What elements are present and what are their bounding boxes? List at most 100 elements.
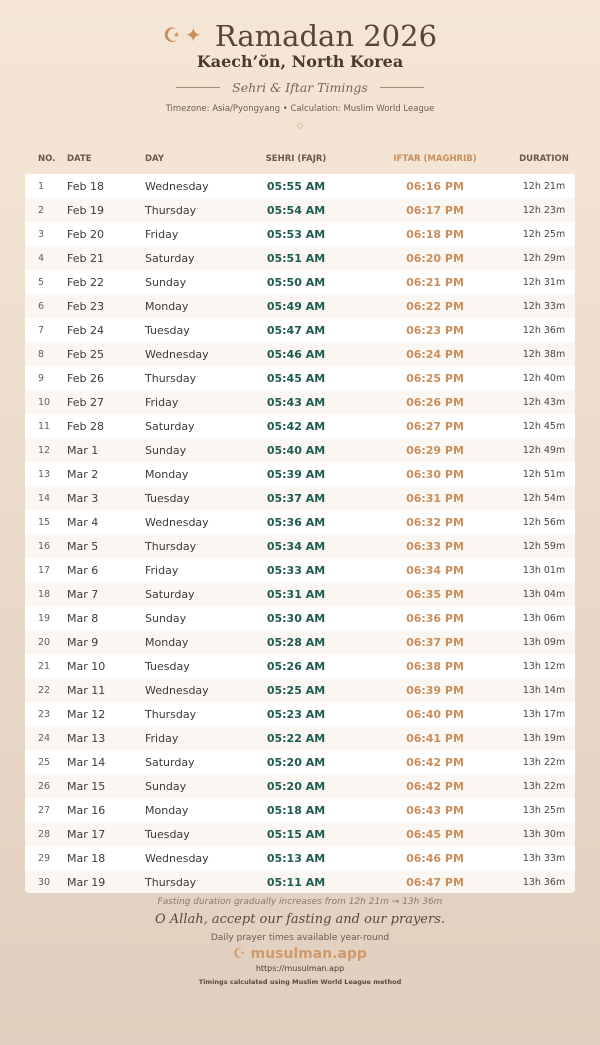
iftar-time: 06:47 PM xyxy=(406,875,464,889)
table-row: 29 Mar 18 Wednesday 05:13 AM 06:46 PM 13h 33m xyxy=(25,846,575,870)
row-date: Mar 10 xyxy=(67,659,106,673)
iftar-time: 06:43 PM xyxy=(406,803,464,817)
row-date: Feb 26 xyxy=(67,371,104,385)
iftar-time: 06:20 PM xyxy=(406,251,464,265)
fast-duration: 12h 31m xyxy=(522,276,566,288)
sehri-time: 05:26 AM xyxy=(266,659,326,673)
row-date: Mar 9 xyxy=(67,635,99,649)
table-row: 25 Mar 14 Saturday 05:20 AM 06:42 PM 13h 22m xyxy=(25,750,575,774)
row-day: Thursday xyxy=(145,875,197,889)
row-no: 29 xyxy=(38,852,51,864)
iftar-time: 06:21 PM xyxy=(406,275,464,289)
row-no: 18 xyxy=(38,588,51,600)
divider xyxy=(379,87,424,88)
row-no: 20 xyxy=(38,636,51,648)
row-date: Mar 6 xyxy=(67,563,99,577)
row-day: Wednesday xyxy=(145,851,209,865)
table-row: 6 Feb 23 Monday 05:49 AM 06:22 PM 12h 33m xyxy=(25,294,575,318)
iftar-time: 06:40 PM xyxy=(406,707,464,721)
row-date: Mar 8 xyxy=(67,611,99,625)
row-day: Thursday xyxy=(145,371,197,385)
iftar-time: 06:30 PM xyxy=(406,467,464,481)
sehri-time: 05:30 AM xyxy=(266,611,326,625)
fast-duration: 13h 36m xyxy=(522,876,566,888)
fast-duration: 12h 49m xyxy=(522,444,566,456)
iftar-time: 06:37 PM xyxy=(406,635,464,649)
table-row: 24 Mar 13 Friday 05:22 AM 06:41 PM 13h 19m xyxy=(25,726,575,750)
table-row: 19 Mar 8 Sunday 05:30 AM 06:36 PM 13h 06m xyxy=(25,606,575,630)
brand-link[interactable]: ☪ musulman.app xyxy=(0,946,600,962)
row-no: 5 xyxy=(38,276,45,288)
row-day: Wednesday xyxy=(145,347,209,361)
row-date: Mar 1 xyxy=(67,443,99,457)
table-row: 8 Feb 25 Wednesday 05:46 AM 06:24 PM 12h 38m xyxy=(25,342,575,366)
row-day: Saturday xyxy=(145,755,195,769)
row-date: Feb 20 xyxy=(67,227,104,241)
row-no: 12 xyxy=(38,444,51,456)
row-no: 16 xyxy=(38,540,51,552)
sehri-time: 05:31 AM xyxy=(266,587,326,601)
sehri-time: 05:40 AM xyxy=(266,443,326,457)
row-day: Tuesday xyxy=(145,827,190,841)
table-row: 12 Mar 1 Sunday 05:40 AM 06:29 PM 12h 49m xyxy=(25,438,575,462)
subtitle-text: Sehri & Iftar Timings xyxy=(232,80,368,95)
table-row: 14 Mar 3 Tuesday 05:37 AM 06:31 PM 12h 54m xyxy=(25,486,575,510)
fast-duration: 12h 29m xyxy=(522,252,566,264)
timings-table: NO. DATE DAY SEHRI (FAJR) IFTAR (MAGHRIB… xyxy=(25,143,575,893)
table-row: 18 Mar 7 Saturday 05:31 AM 06:35 PM 13h 04m xyxy=(25,582,575,606)
iftar-time: 06:32 PM xyxy=(406,515,464,529)
row-date: Mar 5 xyxy=(67,539,99,553)
sehri-time: 05:36 AM xyxy=(266,515,326,529)
row-date: Mar 15 xyxy=(67,779,106,793)
row-no: 24 xyxy=(38,732,51,744)
fast-duration: 13h 22m xyxy=(522,780,566,792)
row-no: 15 xyxy=(38,516,51,528)
fast-duration: 12h 59m xyxy=(522,540,566,552)
availability-text: Daily prayer times available year-round xyxy=(210,933,390,943)
fast-duration: 13h 22m xyxy=(522,756,566,768)
sehri-time: 05:50 AM xyxy=(266,275,326,289)
table-row: 21 Mar 10 Tuesday 05:26 AM 06:38 PM 13h 12m xyxy=(25,654,575,678)
row-date: Mar 4 xyxy=(67,515,99,529)
sehri-time: 05:33 AM xyxy=(266,563,326,577)
table-row: 1 Feb 18 Wednesday 05:55 AM 06:16 PM 12h 21m xyxy=(25,174,575,198)
row-date: Mar 2 xyxy=(67,467,99,481)
row-day: Wednesday xyxy=(145,683,209,697)
table-row: 27 Mar 16 Monday 05:18 AM 06:43 PM 13h 25m xyxy=(25,798,575,822)
iftar-time: 06:16 PM xyxy=(406,179,464,193)
duration-note: Fasting duration gradually increases fro… xyxy=(157,897,443,907)
row-date: Feb 19 xyxy=(67,203,104,217)
fast-duration: 12h 51m xyxy=(522,468,566,480)
fast-duration: 12h 45m xyxy=(522,420,566,432)
calc-method: Timings calculated using Muslim World Le… xyxy=(198,978,402,986)
row-date: Mar 17 xyxy=(67,827,106,841)
table-row: 5 Feb 22 Sunday 05:50 AM 06:21 PM 12h 31m xyxy=(25,270,575,294)
star-icon: ✦ xyxy=(184,23,202,47)
fast-duration: 13h 17m xyxy=(522,708,566,720)
url-link[interactable]: https://musulman.app xyxy=(255,964,345,973)
sehri-time: 05:11 AM xyxy=(266,875,326,889)
row-no: 11 xyxy=(38,420,51,432)
row-day: Friday xyxy=(145,227,179,241)
iftar-time: 06:39 PM xyxy=(406,683,464,697)
row-no: 6 xyxy=(38,300,45,312)
row-no: 17 xyxy=(38,564,51,576)
fast-duration: 12h 54m xyxy=(522,492,566,504)
iftar-time: 06:18 PM xyxy=(406,227,464,241)
row-no: 10 xyxy=(38,396,51,408)
row-day: Thursday xyxy=(145,707,197,721)
row-day: Friday xyxy=(145,563,179,577)
fast-duration: 13h 04m xyxy=(522,588,566,600)
col-sehri: SEHRI (FAJR) xyxy=(265,153,327,164)
row-no: 23 xyxy=(38,708,51,720)
sehri-time: 05:20 AM xyxy=(266,779,326,793)
row-date: Feb 25 xyxy=(67,347,104,361)
row-day: Tuesday xyxy=(145,491,190,505)
fast-duration: 12h 25m xyxy=(522,228,566,240)
brand-text: musulman.app xyxy=(250,946,367,962)
iftar-time: 06:17 PM xyxy=(406,203,464,217)
title-text: Ramadan 2026 xyxy=(214,19,438,53)
row-date: Mar 18 xyxy=(67,851,106,865)
iftar-time: 06:26 PM xyxy=(406,395,464,409)
row-date: Feb 18 xyxy=(67,179,104,193)
